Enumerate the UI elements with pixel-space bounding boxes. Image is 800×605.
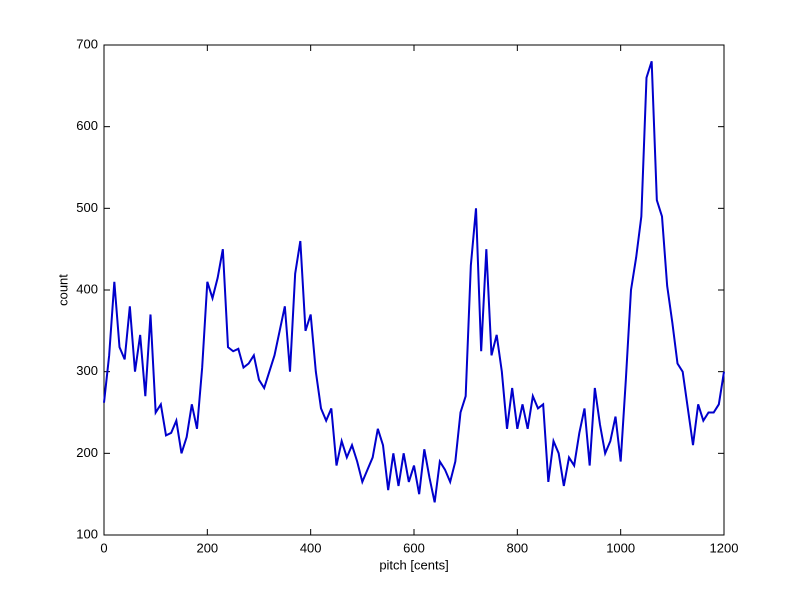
- y-tick-label: 100: [76, 526, 98, 541]
- x-tick-label: 1200: [710, 540, 739, 555]
- data-line: [103, 61, 725, 503]
- y-tick-label: 500: [76, 200, 98, 215]
- x-tick-label: 0: [100, 540, 107, 555]
- x-tick-label: 200: [196, 540, 218, 555]
- y-tick-label: 600: [76, 118, 98, 133]
- x-tick-label: 600: [403, 540, 425, 555]
- x-tick-label: 400: [300, 540, 322, 555]
- y-tick-label: 300: [76, 363, 98, 378]
- y-axis-label: count: [55, 274, 70, 306]
- y-tick-label: 400: [76, 281, 98, 296]
- x-axis-label: pitch [cents]: [379, 557, 448, 572]
- x-tick-label: 800: [506, 540, 528, 555]
- x-tick-label: 1000: [606, 540, 635, 555]
- y-tick-label: 700: [76, 36, 98, 51]
- y-tick-label: 200: [76, 445, 98, 460]
